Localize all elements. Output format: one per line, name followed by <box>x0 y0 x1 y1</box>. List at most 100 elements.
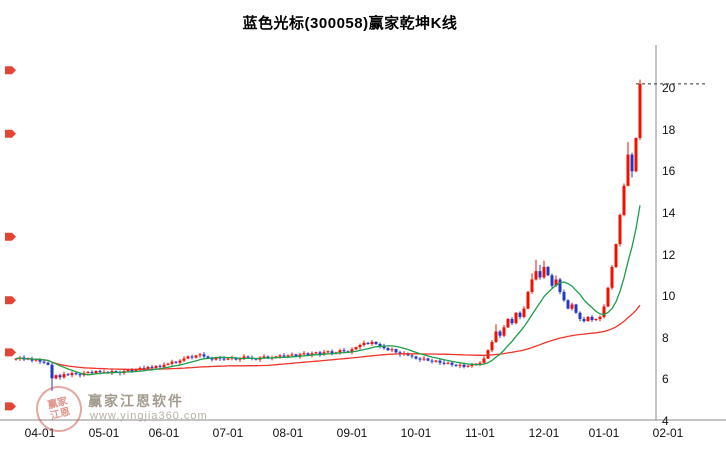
candle-body <box>562 291 566 301</box>
candle-body <box>218 357 222 359</box>
candle-body <box>170 361 174 364</box>
candle-body <box>566 300 570 309</box>
candle-body <box>126 370 130 372</box>
candle-body <box>514 312 518 324</box>
candle-body <box>34 359 38 361</box>
candle-body <box>206 356 210 359</box>
candle-body <box>614 244 618 267</box>
candle-body <box>154 365 158 368</box>
candle-body <box>442 362 446 364</box>
candle-body <box>586 316 590 322</box>
candle-body <box>282 355 286 357</box>
candle-body <box>418 358 422 360</box>
candle-body <box>458 364 462 366</box>
x-axis-tick-label: 02-01 <box>652 426 684 440</box>
candle-body <box>350 349 354 353</box>
candle-body <box>178 360 182 363</box>
y-axis-tick-label: 4 <box>662 414 669 428</box>
gann-level-marker-icon <box>5 348 16 357</box>
candle-body <box>522 308 526 317</box>
candle-body <box>166 363 170 365</box>
candle-body <box>534 271 538 280</box>
candle-body <box>202 354 206 357</box>
candle-body <box>446 362 450 364</box>
candle-body <box>174 361 178 363</box>
ma-slow-line <box>15 304 641 371</box>
candle-body <box>538 271 542 278</box>
candle-body <box>606 287 610 307</box>
candle-body <box>290 354 294 356</box>
candlesticks <box>14 79 642 391</box>
y-axis-tick-label: 18 <box>662 122 676 137</box>
candle-body <box>570 304 574 309</box>
x-axis-tick-label: 09-01 <box>336 426 368 440</box>
candle-body <box>618 214 622 245</box>
candle-body <box>394 349 398 353</box>
candle-body <box>50 364 54 379</box>
candle-body <box>242 356 246 359</box>
candle-body <box>434 360 438 362</box>
candle-body <box>66 374 70 376</box>
candle-body <box>302 353 306 355</box>
candle-body <box>630 154 634 172</box>
candle-body <box>98 371 102 373</box>
candle-body <box>558 279 562 292</box>
y-axis-tick-label: 6 <box>662 372 669 387</box>
candle-body <box>354 347 358 350</box>
candle-body <box>358 345 362 348</box>
x-axis-tick-label: 11-01 <box>465 426 495 440</box>
candle-body <box>430 360 434 362</box>
candle-body <box>114 371 118 373</box>
candle-body <box>150 366 154 368</box>
candle-body <box>186 356 190 359</box>
candle-body <box>610 266 614 288</box>
candle-body <box>386 348 390 351</box>
y-axis-tick-label: 16 <box>662 164 676 179</box>
gann-level-marker-icon <box>5 129 16 138</box>
candle-body <box>582 319 586 322</box>
candle-body <box>38 359 42 362</box>
candle-body <box>494 331 498 342</box>
candle-body <box>86 372 90 374</box>
x-axis-tick-label: 10-01 <box>400 426 432 440</box>
candle-body <box>138 367 142 369</box>
candle-body <box>374 341 378 344</box>
candle-body <box>190 356 194 358</box>
candle-body <box>366 342 370 344</box>
candle-body <box>426 358 430 361</box>
candle-body <box>550 275 554 286</box>
candle-body <box>530 279 534 292</box>
candle-body <box>326 351 330 353</box>
candle-body <box>482 358 486 363</box>
x-axis-tick-label: 07-01 <box>212 426 244 440</box>
candle-body <box>490 341 494 351</box>
chart-title: 蓝色光标(300058)赢家乾坤K线 <box>242 15 458 32</box>
candle-body <box>510 319 514 324</box>
candle-body <box>278 355 282 357</box>
candle-body <box>602 306 606 317</box>
candle-body <box>390 349 394 351</box>
y-axis-tick-label: 14 <box>662 205 676 220</box>
candle-body <box>502 327 506 336</box>
candle-body <box>162 364 166 367</box>
candle-body <box>78 374 82 376</box>
candle-body <box>622 185 626 215</box>
candle-body <box>214 357 218 360</box>
candle-body <box>226 358 230 360</box>
x-axis-tick-label: 12-01 <box>528 426 560 440</box>
candle-body <box>198 354 202 356</box>
ma-fast-line <box>15 205 641 376</box>
candle-body <box>422 358 426 360</box>
candle-body <box>542 266 546 278</box>
candle-body <box>298 354 302 357</box>
watermark-brand: 赢家江恩软件 <box>88 393 184 409</box>
candle-body <box>378 343 382 347</box>
x-axis-tick-label: 06-01 <box>148 426 180 440</box>
candle-body <box>246 356 250 358</box>
candle-body <box>130 370 134 372</box>
y-axis-tick-label: 12 <box>662 247 676 262</box>
candle-body <box>342 350 346 352</box>
candle-body <box>146 366 150 369</box>
candle-body <box>638 83 642 138</box>
